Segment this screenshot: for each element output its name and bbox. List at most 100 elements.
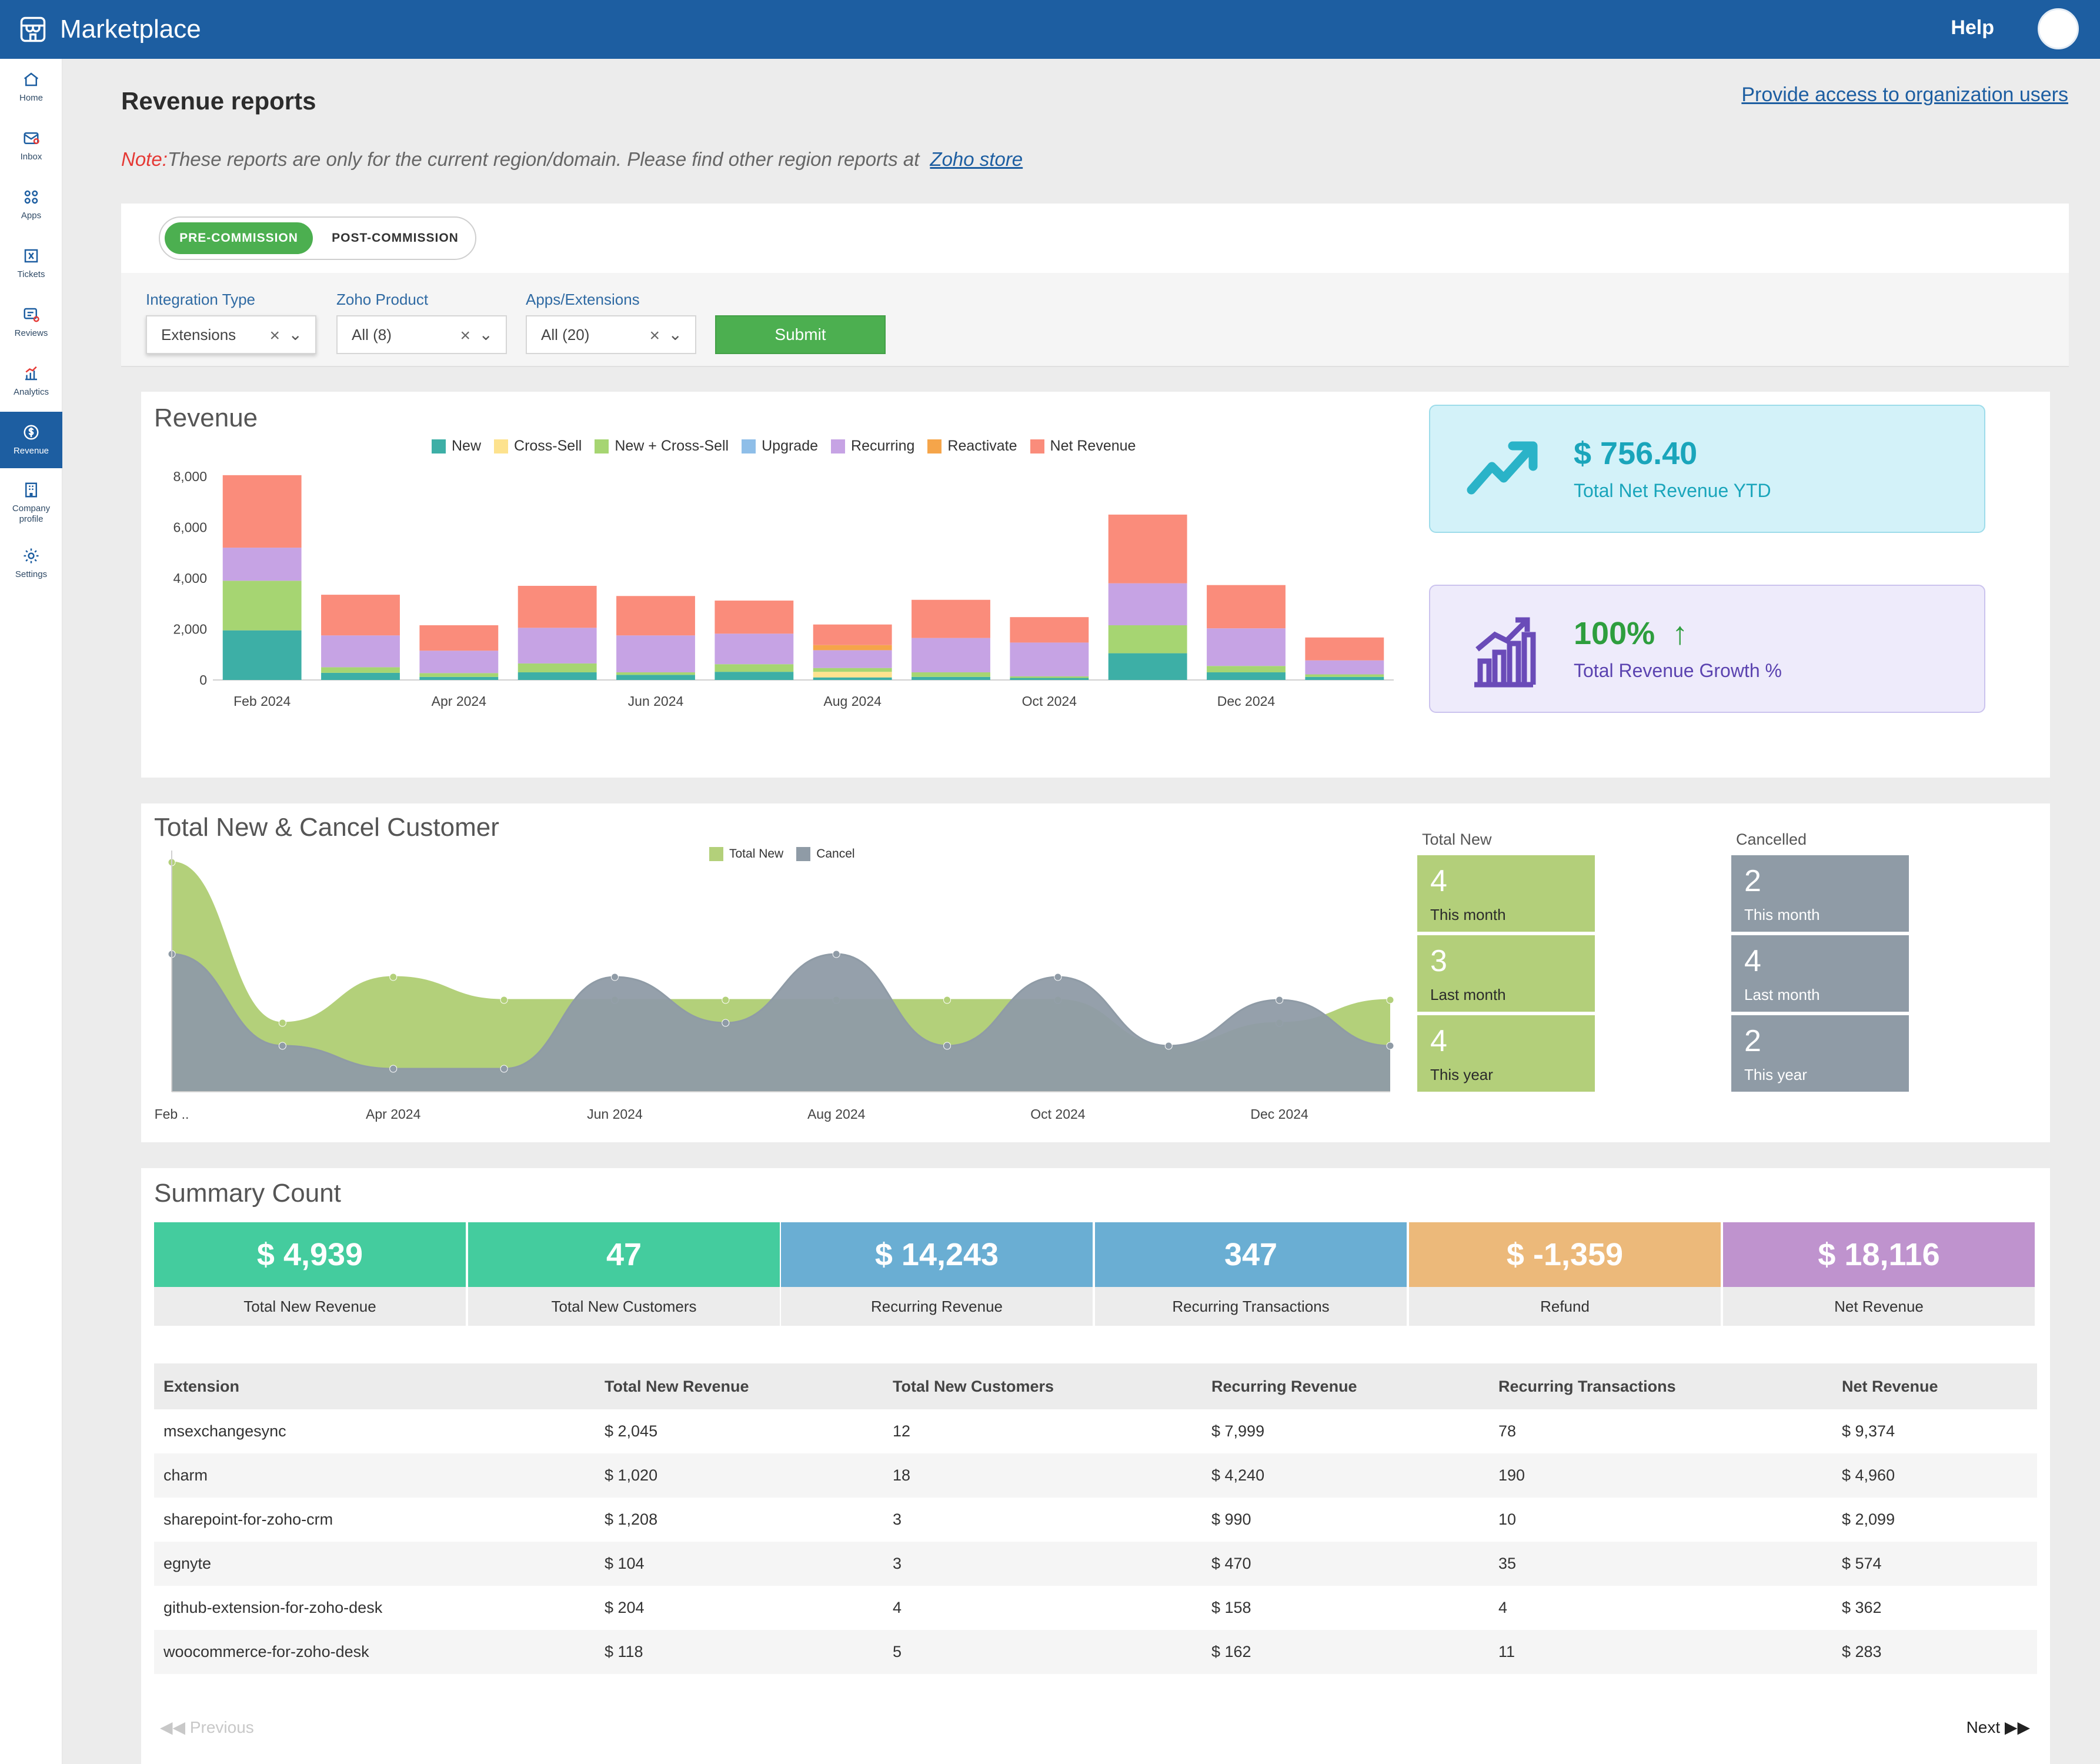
bar-segment: [1108, 653, 1187, 680]
sidebar-item-label: Company profile: [12, 503, 51, 524]
data-point: [389, 973, 398, 981]
double-chevron-right-icon: ▶▶: [2004, 1718, 2030, 1736]
total-new-this-year: 4 This year: [1417, 1015, 1595, 1092]
column-header[interactable]: Recurring Transactions: [1489, 1363, 1832, 1409]
legend-swatch: [927, 439, 942, 453]
app-name: Marketplace: [60, 15, 201, 44]
table-row[interactable]: sharepoint-for-zoho-crm $ 1,208 3 $ 990 10 $ …: [154, 1498, 2037, 1542]
bar-segment: [813, 668, 892, 672]
post-commission-option[interactable]: POST-COMMISSION: [332, 231, 459, 245]
data-point: [1386, 996, 1394, 1004]
bar-segment: [912, 599, 990, 638]
revenue-chart: 0 2,000 4,000 6,000 8,000 Feb 2024 Apr 2024 Jun…: [173, 469, 1394, 709]
data-point: [943, 1042, 951, 1050]
table-cell: woocommerce-for-zoho-desk: [154, 1630, 595, 1674]
pre-commission-option[interactable]: PRE-COMMISSION: [165, 222, 313, 254]
x-tick-label: Aug 2024: [807, 1106, 866, 1122]
bar-segment: [1305, 674, 1384, 677]
sidebar-item-tickets[interactable]: Tickets: [0, 235, 62, 292]
clear-icon[interactable]: ×: [649, 326, 660, 345]
bar-segment: [1305, 676, 1384, 680]
y-tick-label: 6,000: [173, 520, 207, 535]
home-icon: [24, 72, 39, 86]
avatar[interactable]: [2038, 8, 2079, 49]
x-tick-label: Feb ..: [155, 1106, 189, 1122]
legend-item[interactable]: Reactivate: [914, 438, 1017, 455]
chevron-down-icon[interactable]: ⌄: [288, 325, 302, 344]
apps-extensions-select[interactable]: All (20) × ⌄: [526, 315, 696, 354]
legend-item[interactable]: New: [432, 438, 481, 455]
table-row[interactable]: github-extension-for-zoho-desk $ 204 4 $ 15…: [154, 1586, 2037, 1630]
revenue-panel: Revenue New Cross-Sell New + Cross-Sell Upg…: [141, 392, 2050, 778]
submit-button[interactable]: Submit: [715, 315, 886, 354]
sidebar-item-label: Analytics: [13, 387, 49, 397]
commission-toggle: PRE-COMMISSION POST-COMMISSION: [159, 216, 476, 260]
clear-icon[interactable]: ×: [460, 326, 470, 345]
chevron-down-icon[interactable]: ⌄: [668, 325, 682, 344]
sidebar: Home Inbox Apps Tickets Reviews Analytic…: [0, 59, 62, 1764]
legend-label: Cross-Sell: [514, 438, 582, 454]
table-row[interactable]: woocommerce-for-zoho-desk $ 118 5 $ 162 11 $ …: [154, 1630, 2037, 1674]
table-cell: 12: [893, 1422, 911, 1440]
y-tick-label: 2,000: [173, 622, 207, 637]
summary-label: Total New Revenue: [154, 1287, 466, 1326]
integration-type-select[interactable]: Extensions × ⌄: [146, 315, 316, 354]
brand[interactable]: Marketplace: [18, 14, 201, 45]
legend-item[interactable]: Cancel: [783, 847, 855, 861]
note-text: These reports are only for the current r…: [167, 148, 920, 170]
chevron-down-icon[interactable]: ⌄: [479, 325, 493, 344]
summary-box: 47 Total New Customers: [468, 1222, 780, 1326]
sidebar-item-inbox[interactable]: Inbox: [0, 118, 62, 174]
sidebar-item-label: Tickets: [17, 269, 45, 279]
column-header[interactable]: Total New Revenue: [595, 1363, 883, 1409]
bar-chart-growth-icon: [1474, 617, 1536, 688]
bar-segment: [912, 638, 990, 673]
zoho-store-link[interactable]: Zoho store: [930, 148, 1023, 170]
tile-value: 2: [1744, 864, 1761, 898]
bar-segment: [616, 675, 695, 680]
table-cell: sharepoint-for-zoho-crm: [163, 1510, 333, 1528]
zoho-product-select[interactable]: All (8) × ⌄: [336, 315, 507, 354]
sidebar-item-home[interactable]: Home: [0, 59, 62, 115]
sidebar-item-settings[interactable]: Settings: [0, 535, 62, 592]
column-header[interactable]: Net Revenue: [1832, 1363, 2037, 1409]
bar-segment: [222, 548, 302, 581]
note-label: Note:: [121, 148, 168, 170]
commission-panel: PRE-COMMISSION POST-COMMISSION: [121, 204, 2069, 273]
column-header[interactable]: Extension: [154, 1363, 595, 1409]
previous-page-button[interactable]: ◀◀ Previous: [160, 1718, 254, 1737]
provide-access-link[interactable]: Provide access to organization users: [1741, 84, 2068, 106]
legend-item[interactable]: Recurring: [818, 438, 914, 455]
bar-segment: [813, 624, 892, 645]
sidebar-item-apps[interactable]: Apps: [0, 176, 62, 233]
legend-item[interactable]: Net Revenue: [1017, 438, 1136, 455]
sidebar-item-analytics[interactable]: Analytics: [0, 353, 62, 409]
column-header[interactable]: Recurring Revenue: [1202, 1363, 1489, 1409]
table-cell: 18: [883, 1453, 1202, 1498]
legend-item[interactable]: New + Cross-Sell: [582, 438, 729, 455]
column-header[interactable]: Total New Customers: [883, 1363, 1202, 1409]
sidebar-item-reviews[interactable]: Reviews: [0, 294, 62, 351]
data-point: [500, 1065, 508, 1073]
sidebar-item-label: Inbox: [20, 152, 42, 162]
table-row[interactable]: egnyte $ 104 3 $ 470 35 $ 574: [154, 1542, 2037, 1586]
next-page-button[interactable]: Next ▶▶: [1967, 1718, 2030, 1737]
legend-item[interactable]: Total New: [709, 847, 783, 861]
company-icon: [25, 482, 37, 498]
sidebar-item-company-profile[interactable]: Company profile: [0, 471, 62, 535]
sidebar-item-revenue[interactable]: Revenue: [0, 412, 62, 468]
legend-item[interactable]: Cross-Sell: [481, 438, 582, 455]
table-row[interactable]: charm $ 1,020 18 $ 4,240 190 $ 4,960: [154, 1453, 2037, 1498]
top-bar: Marketplace Help: [0, 0, 2100, 59]
clear-icon[interactable]: ×: [269, 326, 280, 345]
double-chevron-left-icon: ◀◀: [160, 1718, 186, 1736]
legend-swatch: [796, 847, 811, 861]
legend-item[interactable]: Upgrade: [729, 438, 818, 455]
bar-segment: [419, 651, 499, 673]
data-point: [1386, 1042, 1394, 1050]
bar-segment: [1207, 628, 1286, 666]
summary-box: $ -1,359 Refund: [1409, 1222, 1721, 1326]
growth-value: 100%: [1574, 616, 1655, 651]
help-link[interactable]: Help: [1951, 16, 1994, 39]
table-row[interactable]: msexchangesync $ 2,045 12 $ 7,999 78 $ 9,374: [154, 1409, 2037, 1453]
